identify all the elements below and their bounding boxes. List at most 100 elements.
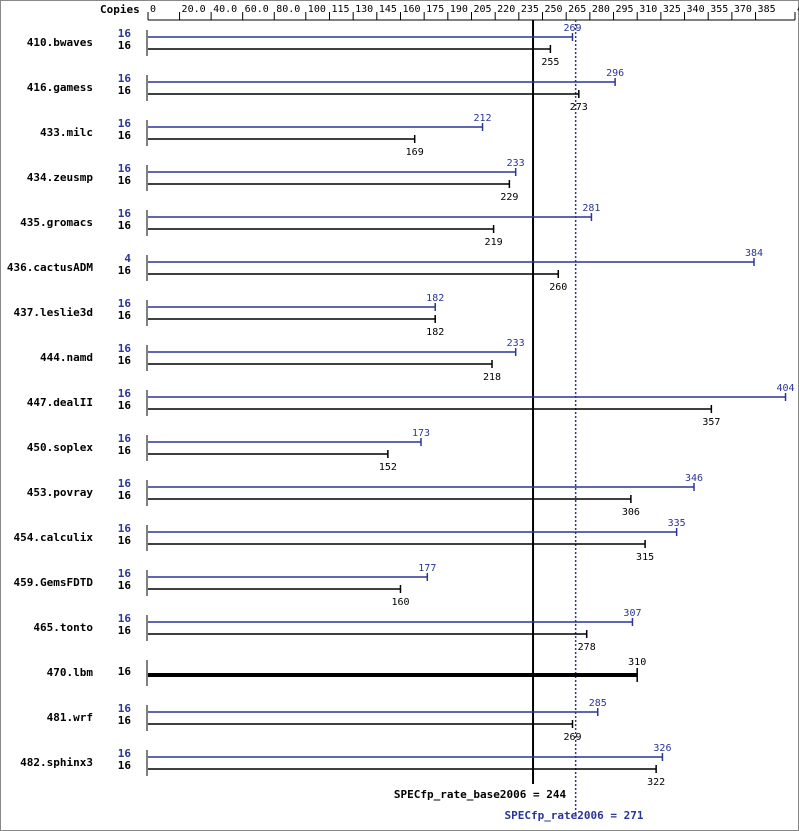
copies-label: 16 [118, 264, 132, 277]
x-tick-label: 410 [797, 4, 799, 15]
benchmark-name: 459.GemsFDTD [14, 576, 94, 589]
value-label: 307 [623, 608, 641, 619]
value-label: 182 [426, 327, 444, 338]
x-tick-label: 385 [758, 4, 776, 15]
value-label: 177 [418, 563, 436, 574]
copies-label: 16 [118, 297, 132, 310]
value-label: 278 [578, 642, 596, 653]
value-label: 322 [647, 777, 665, 788]
copies-label: 16 [118, 207, 132, 220]
value-label: 182 [426, 293, 444, 304]
benchmark-name: 465.tonto [33, 621, 93, 634]
value-label: 160 [391, 597, 409, 608]
x-tick-label: 220 [497, 4, 515, 15]
copies-label: 16 [118, 219, 132, 232]
x-tick-label: 175 [426, 4, 444, 15]
value-label: 296 [606, 68, 624, 79]
copies-label: 16 [118, 129, 132, 142]
value-label: 152 [379, 462, 397, 473]
x-tick-label: 250 [545, 4, 563, 15]
x-tick-label: 310 [639, 4, 657, 15]
copies-label: 16 [118, 612, 132, 625]
copies-label: 4 [124, 252, 131, 265]
copies-label: 16 [118, 387, 132, 400]
value-label: 335 [668, 518, 686, 529]
x-tick-label: 130 [355, 4, 373, 15]
value-label: 310 [628, 657, 646, 668]
x-tick-label: 295 [616, 4, 634, 15]
copies-label: 16 [118, 702, 132, 715]
copies-label: 16 [118, 84, 132, 97]
x-tick-label: 115 [331, 4, 349, 15]
copies-label: 16 [118, 342, 132, 355]
copies-label: 16 [118, 489, 132, 502]
benchmark-name: 434.zeusmp [27, 171, 94, 184]
value-label: 315 [636, 552, 654, 563]
benchmark-name: 453.povray [27, 486, 94, 499]
copies-label: 16 [118, 759, 132, 772]
copies-label: 16 [118, 567, 132, 580]
copies-label: 16 [118, 579, 132, 592]
x-tick-label: 160 [402, 4, 420, 15]
copies-label: 16 [118, 399, 132, 412]
value-label: 233 [507, 338, 525, 349]
benchmark-name: 433.milc [40, 126, 93, 139]
value-label: 255 [541, 57, 559, 68]
benchmark-name: 410.bwaves [27, 36, 93, 49]
copies-label: 16 [118, 117, 132, 130]
value-label: 346 [685, 473, 703, 484]
value-label: 281 [582, 203, 600, 214]
x-tick-label: 100 [308, 4, 326, 15]
copies-label: 16 [118, 39, 132, 52]
x-tick-label: 20.0 [182, 4, 206, 15]
benchmark-name: 450.soplex [27, 441, 94, 454]
benchmark-name: 444.namd [40, 351, 93, 364]
benchmark-name: 482.sphinx3 [20, 756, 93, 769]
benchmark-name: 470.lbm [47, 666, 94, 679]
value-label: 384 [745, 248, 763, 259]
x-tick-label: 190 [450, 4, 468, 15]
value-label: 173 [412, 428, 430, 439]
copies-label: 16 [118, 444, 132, 457]
x-tick-label: 340 [687, 4, 705, 15]
copies-label: 16 [118, 162, 132, 175]
value-label: 306 [622, 507, 640, 518]
x-tick-label: 235 [521, 4, 539, 15]
copies-label: 16 [118, 309, 132, 322]
benchmark-name: 454.calculix [14, 531, 94, 544]
value-label: 169 [406, 147, 424, 158]
x-tick-label: 325 [663, 4, 681, 15]
benchmark-name: 437.leslie3d [14, 306, 93, 319]
value-label: 212 [474, 113, 492, 124]
benchmark-name: 447.dealII [27, 396, 93, 409]
value-label: 260 [549, 282, 567, 293]
copies-label: 16 [118, 477, 132, 490]
value-label: 285 [589, 698, 607, 709]
copies-label: 16 [118, 354, 132, 367]
copies-label: 16 [118, 665, 132, 678]
copies-label: 16 [118, 27, 132, 40]
copies-label: 16 [118, 624, 132, 637]
value-label: 229 [500, 192, 518, 203]
copies-label: 16 [118, 522, 132, 535]
x-tick-label: 265 [568, 4, 586, 15]
copies-label: 16 [118, 714, 132, 727]
copies-label: 16 [118, 432, 132, 445]
x-tick-label: 280 [592, 4, 610, 15]
benchmark-name: 435.gromacs [20, 216, 93, 229]
value-label: 357 [702, 417, 720, 428]
x-tick-label: 205 [474, 4, 492, 15]
x-tick-label: 370 [734, 4, 752, 15]
value-label: 404 [777, 383, 795, 394]
copies-header: Copies [100, 3, 140, 16]
x-tick-label: 355 [710, 4, 728, 15]
value-label: 219 [485, 237, 503, 248]
value-label: 273 [570, 102, 588, 113]
copies-label: 16 [118, 747, 132, 760]
copies-label: 16 [118, 174, 132, 187]
x-tick-label: 40.0 [213, 4, 237, 15]
copies-label: 16 [118, 72, 132, 85]
value-label: 269 [563, 732, 581, 743]
